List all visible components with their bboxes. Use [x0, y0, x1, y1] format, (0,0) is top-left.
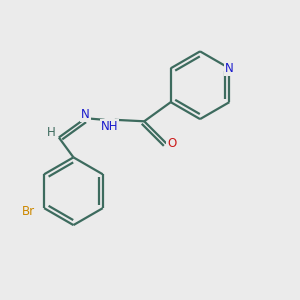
Text: O: O [167, 137, 176, 150]
Text: H: H [47, 126, 56, 139]
Text: Br: Br [22, 205, 35, 218]
Text: NH: NH [101, 120, 118, 133]
Text: N: N [225, 62, 234, 75]
Text: N: N [81, 108, 90, 121]
